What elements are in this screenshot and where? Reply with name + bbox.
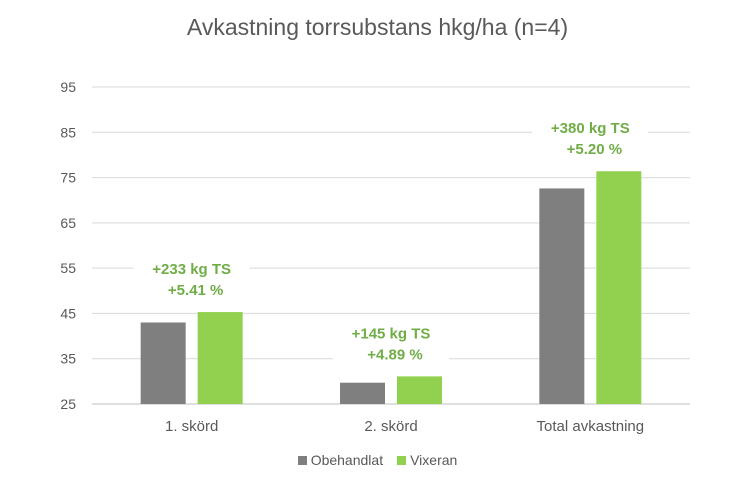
x-tick-label: 2. skörd [364,418,417,435]
x-axis-ticks: 1. skörd 2. skörd Total avkastning [165,418,644,435]
annotation-background [532,117,649,162]
bar-vixeran [397,376,442,404]
legend-label-obehandlat: Obehandlat [310,452,384,468]
bar-vixeran [596,171,642,404]
annotation-background [133,258,250,303]
y-tick-label: 95 [60,79,76,95]
bar-obehandlat [140,322,186,404]
legend-swatch-obehandlat [297,455,307,465]
bar-vixeran [197,312,243,404]
bar-obehandlat [340,382,385,404]
y-tick-label: 45 [60,305,76,321]
x-tick-label: 1. skörd [165,418,218,435]
annotations: +233 kg TS +5.41 % +145 kg TS +4.89 % +380 k… [133,117,649,367]
legend: Obehandlat Vixeran [0,452,755,468]
annotation-label: +5.20 % [567,141,622,158]
y-tick-label: 35 [60,351,76,367]
annotation-label: +380 kg TS [551,120,630,137]
annotation-label: +4.89 % [367,346,422,363]
bar-obehandlat [539,188,585,404]
y-tick-label: 75 [60,170,76,186]
y-tick-label: 85 [60,124,76,140]
y-tick-label: 25 [60,396,76,412]
legend-item-obehandlat: Obehandlat [297,452,384,468]
legend-swatch-vixeran [397,455,407,465]
annotation-background [333,322,449,367]
y-axis-ticks: 25 35 45 55 65 75 85 95 [60,79,76,412]
x-tick-label: Total avkastning [537,418,645,435]
y-tick-label: 65 [60,215,76,231]
annotation-label: +233 kg TS [152,261,231,278]
y-tick-label: 55 [60,260,76,276]
legend-item-vixeran: Vixeran [397,452,457,468]
annotation-label: +5.41 % [168,282,223,299]
chart-title: Avkastning torrsubstans hkg/ha (n=4) [186,14,569,40]
annotation-label: +145 kg TS [352,325,431,342]
bars [140,171,642,404]
legend-label-vixeran: Vixeran [410,452,458,468]
